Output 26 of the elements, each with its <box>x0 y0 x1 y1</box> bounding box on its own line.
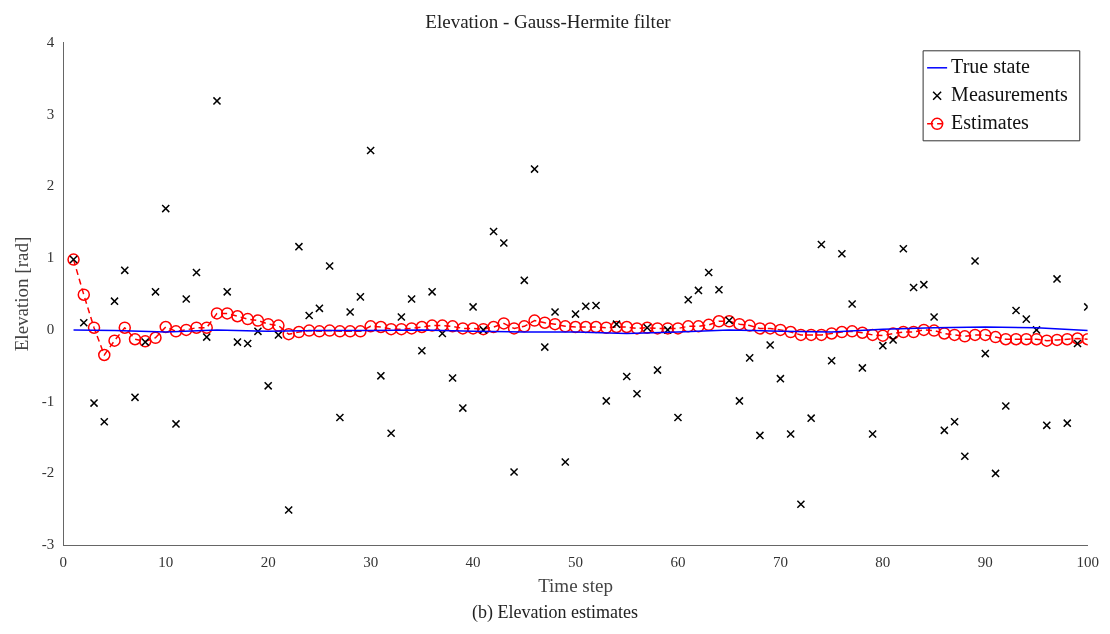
x-tick-label: 10 <box>158 554 174 571</box>
y-tick-label: -1 <box>41 392 55 409</box>
x-axis-title: Time step <box>538 574 613 596</box>
legend-label: True state <box>951 55 1030 78</box>
x-tick-label: 50 <box>568 554 584 571</box>
x-tick-label: 70 <box>772 554 788 571</box>
chart-title: Elevation - Gauss-Hermite filter <box>425 11 672 33</box>
y-tick-label: 0 <box>46 320 55 337</box>
y-tick-label: -3 <box>41 536 55 553</box>
x-tick-label: 0 <box>59 554 68 571</box>
y-tick-label: 1 <box>46 249 55 266</box>
y-tick-label: -2 <box>41 464 55 481</box>
text: (b) Elevation estimates <box>471 602 639 623</box>
y-tick-label: 3 <box>46 105 55 122</box>
x-tick-label: 30 <box>363 554 379 571</box>
legend-label: Estimates <box>951 111 1030 134</box>
x-tick-label: 80 <box>875 554 891 571</box>
y-tick-label: 2 <box>46 177 55 194</box>
x-tick-label: 100 <box>1076 554 1099 571</box>
x-tick-label: 40 <box>465 554 481 571</box>
x-tick-label: 60 <box>670 554 686 571</box>
legend-label: Measurements <box>951 83 1068 106</box>
x-tick-label: 20 <box>260 554 276 571</box>
x-tick-label: 90 <box>977 554 993 571</box>
y-tick-label: 4 <box>46 33 55 50</box>
y-axis-title: Elevation [rad] <box>11 236 33 352</box>
